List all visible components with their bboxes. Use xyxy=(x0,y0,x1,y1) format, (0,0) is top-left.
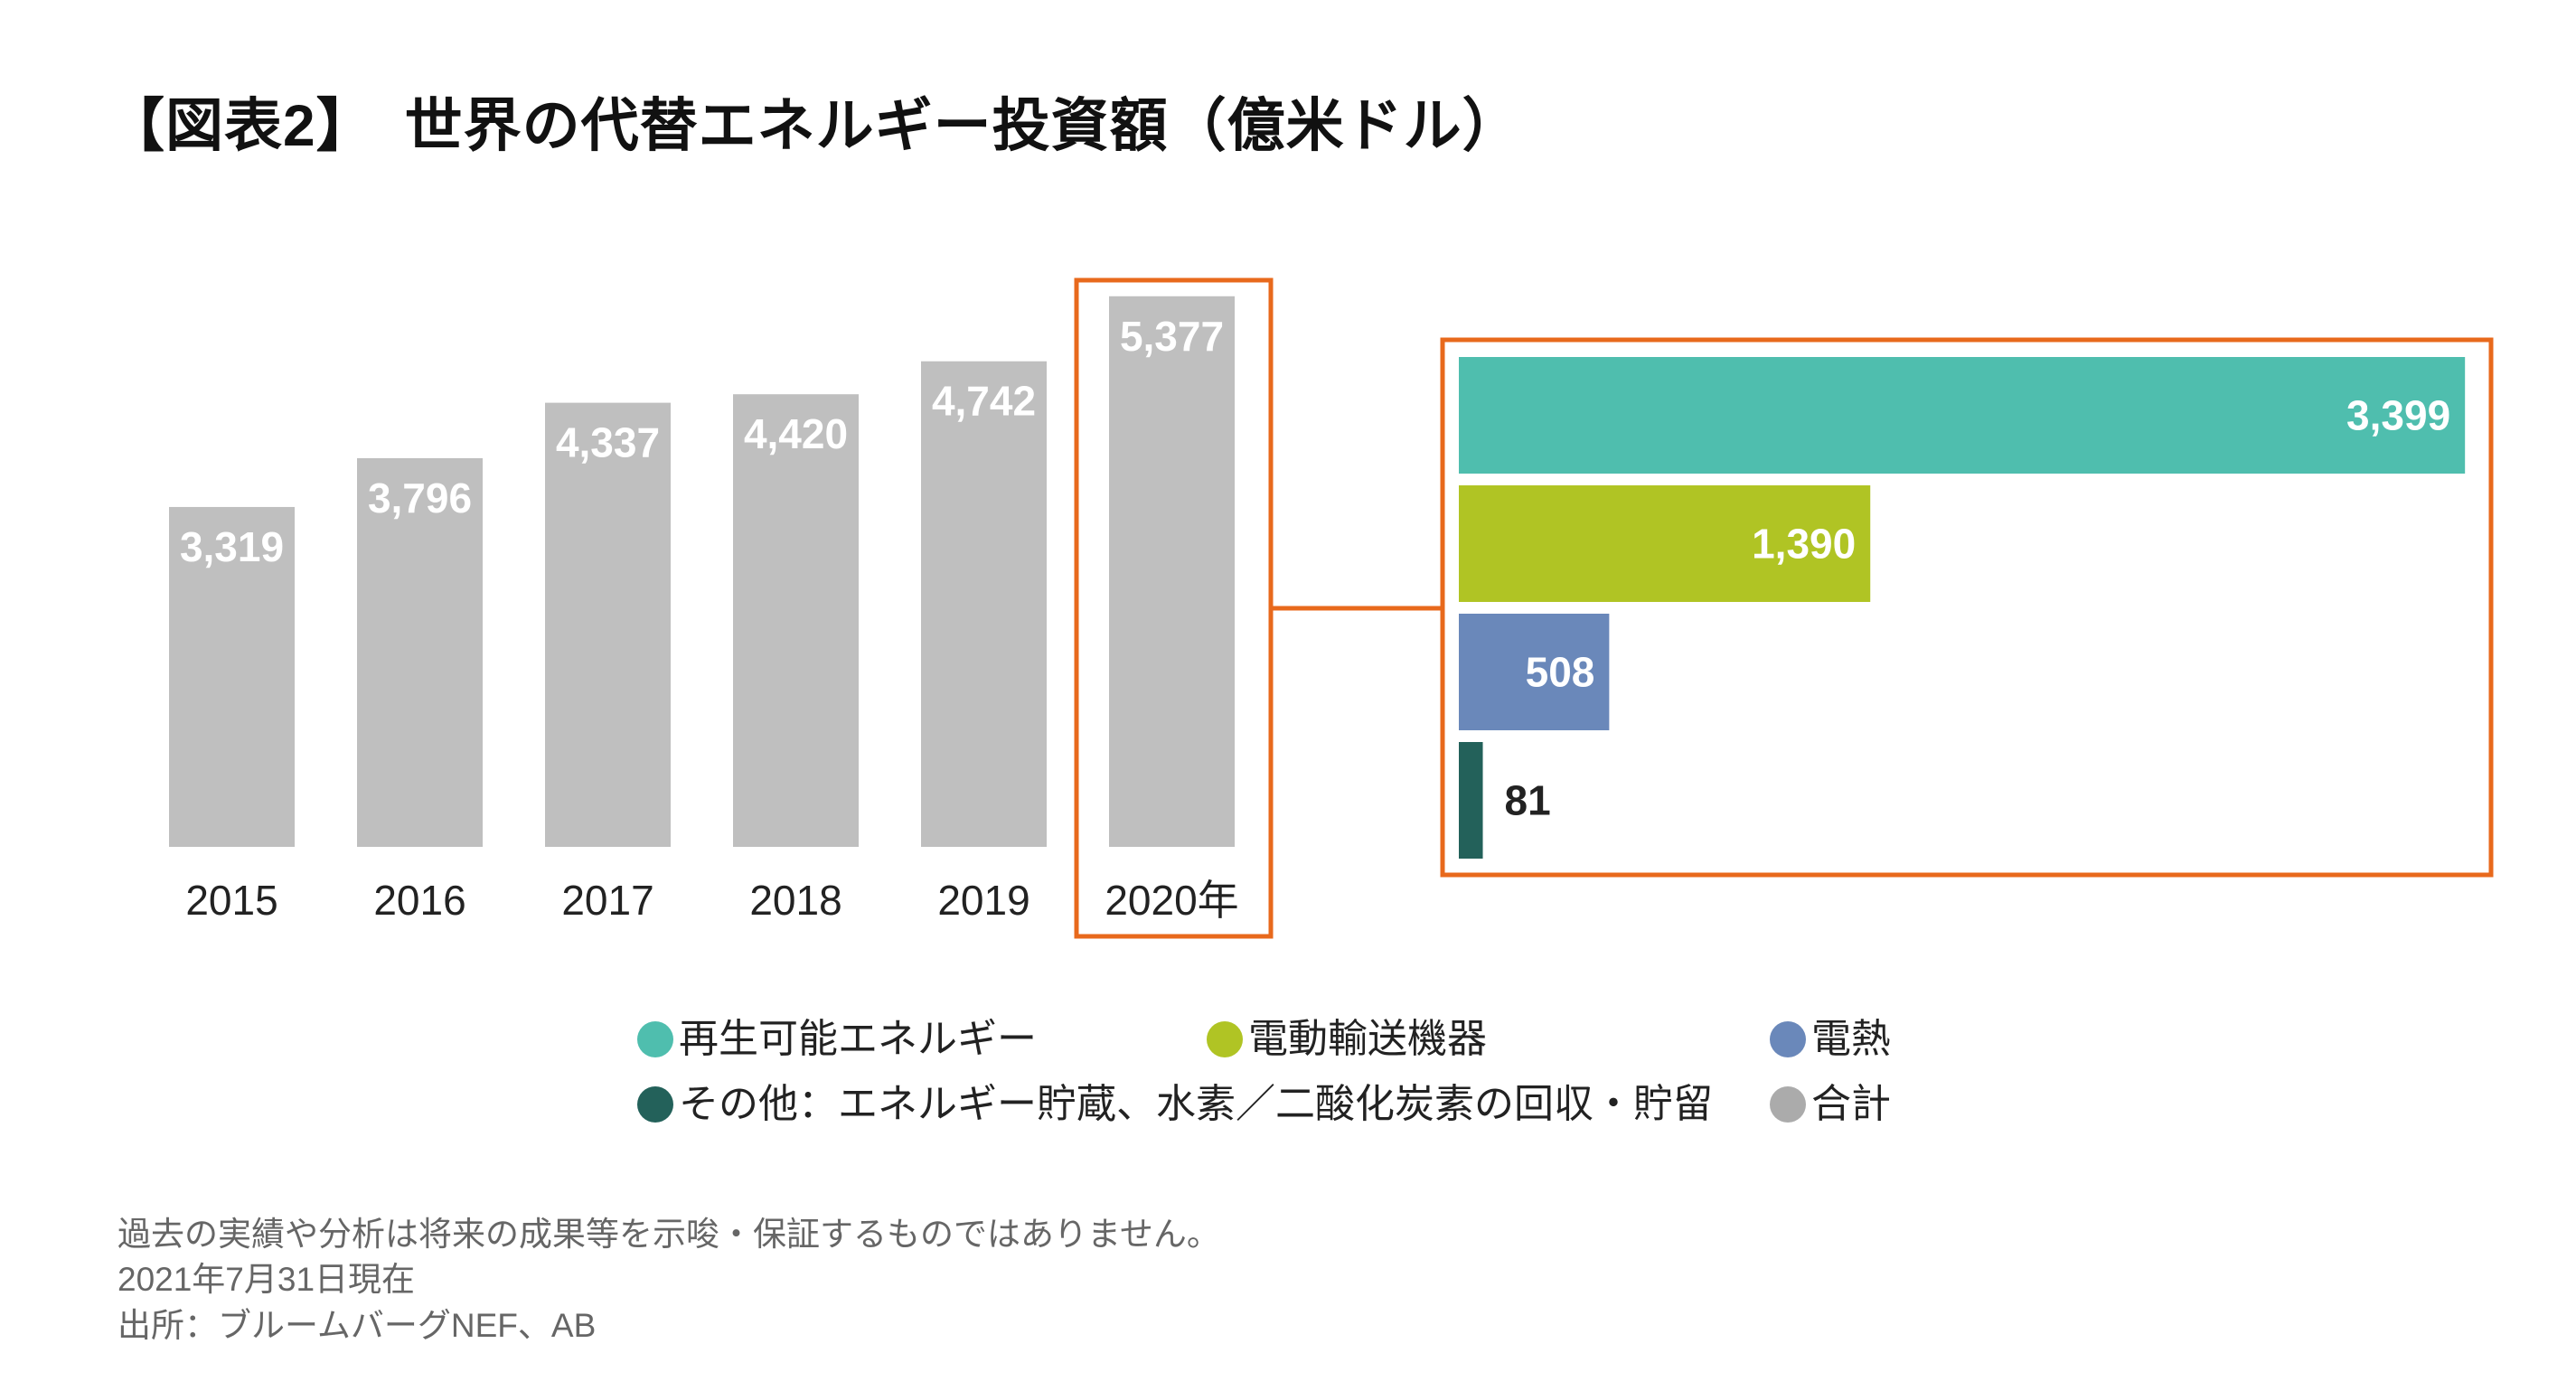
legend-label: その他：エネルギー貯蔵、水素／二酸化炭素の回収・貯留 xyxy=(679,1082,1713,1126)
year-tick-label: 2019 xyxy=(937,877,1029,924)
breakdown-bar-value-label: 3,399 xyxy=(2346,392,2450,439)
legend-label: 電動輸送機器 xyxy=(1248,1017,1487,1061)
year-tick-label: 2020年 xyxy=(1105,877,1238,924)
legend-swatch xyxy=(1770,1021,1806,1057)
total-bar-2018 xyxy=(733,394,859,847)
year-tick-label: 2017 xyxy=(561,877,653,924)
breakdown-bar-value-label: 508 xyxy=(1526,649,1595,696)
legend-swatch xyxy=(637,1086,673,1123)
legend-swatch xyxy=(1770,1086,1806,1123)
footnote-date: 2021年7月31日現在 xyxy=(118,1261,416,1298)
year-tick-label: 2018 xyxy=(749,877,841,924)
breakdown-bar-1 xyxy=(1459,485,1871,602)
breakdown-bar-value-label: 1,390 xyxy=(1752,521,1856,568)
breakdown-bar-0 xyxy=(1459,357,2466,474)
legend-swatch xyxy=(1207,1021,1243,1057)
total-bar-value-label: 3,319 xyxy=(180,523,284,570)
chart-title: 【図表2】 世界の代替エネルギー投資額（億米ドル） xyxy=(107,93,1521,158)
total-bar-value-label: 5,377 xyxy=(1120,313,1224,360)
breakdown-bar-2 xyxy=(1459,614,1610,730)
total-bar-2015 xyxy=(169,506,295,847)
total-bar-2019 xyxy=(921,361,1047,847)
total-bar-value-label: 4,337 xyxy=(556,419,660,466)
total-bar-value-label: 3,796 xyxy=(368,474,472,521)
total-bar-2017 xyxy=(545,402,671,847)
legend-label: 再生可能エネルギー xyxy=(679,1017,1037,1061)
breakdown-box xyxy=(1440,337,2494,878)
breakdown-bar-value-label: 81 xyxy=(1505,777,1551,824)
breakdown-bar-3 xyxy=(1459,742,1483,859)
legend-label: 電熱 xyxy=(1811,1017,1891,1061)
year-tick-label: 2016 xyxy=(373,877,465,924)
legend-swatch xyxy=(637,1021,673,1057)
footnote-disclaimer: 過去の実績や分析は将来の成果等を示唆・保証するものではありません。 xyxy=(118,1216,1220,1253)
total-bar-2020年 xyxy=(1109,296,1235,847)
footnote-source: 出所：ブルームバーグNEF、AB xyxy=(118,1307,597,1344)
legend-label: 合計 xyxy=(1811,1082,1891,1126)
year-tick-label: 2015 xyxy=(185,877,277,924)
total-bar-value-label: 4,742 xyxy=(932,378,1036,425)
total-bar-value-label: 4,420 xyxy=(744,410,848,457)
total-bar-2016 xyxy=(357,457,483,847)
